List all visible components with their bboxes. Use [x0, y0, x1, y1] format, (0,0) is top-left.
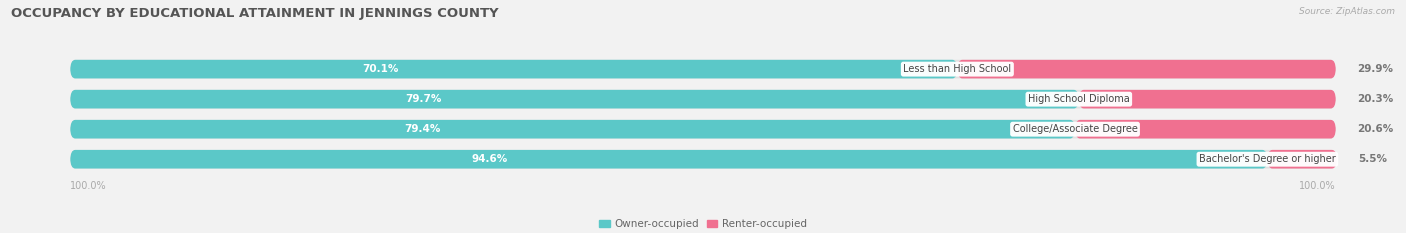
Text: OCCUPANCY BY EDUCATIONAL ATTAINMENT IN JENNINGS COUNTY: OCCUPANCY BY EDUCATIONAL ATTAINMENT IN J…: [11, 7, 499, 20]
Text: 79.7%: 79.7%: [405, 94, 441, 104]
FancyBboxPatch shape: [70, 90, 1336, 109]
Text: 79.4%: 79.4%: [404, 124, 440, 134]
FancyBboxPatch shape: [1267, 150, 1337, 168]
FancyBboxPatch shape: [70, 120, 1076, 138]
Text: 94.6%: 94.6%: [471, 154, 508, 164]
Text: 20.3%: 20.3%: [1357, 94, 1393, 104]
FancyBboxPatch shape: [70, 150, 1267, 168]
Text: High School Diploma: High School Diploma: [1028, 94, 1129, 104]
Text: 20.6%: 20.6%: [1357, 124, 1393, 134]
FancyBboxPatch shape: [70, 90, 1078, 109]
Text: 5.5%: 5.5%: [1358, 154, 1388, 164]
Text: 29.9%: 29.9%: [1357, 64, 1393, 74]
Legend: Owner-occupied, Renter-occupied: Owner-occupied, Renter-occupied: [595, 215, 811, 233]
FancyBboxPatch shape: [70, 60, 957, 79]
Text: 100.0%: 100.0%: [70, 181, 107, 191]
Text: 70.1%: 70.1%: [363, 64, 399, 74]
Text: Bachelor's Degree or higher: Bachelor's Degree or higher: [1199, 154, 1336, 164]
FancyBboxPatch shape: [957, 60, 1336, 79]
Text: Source: ZipAtlas.com: Source: ZipAtlas.com: [1299, 7, 1395, 16]
Text: College/Associate Degree: College/Associate Degree: [1012, 124, 1137, 134]
FancyBboxPatch shape: [70, 60, 1336, 79]
FancyBboxPatch shape: [1076, 120, 1336, 138]
Text: Less than High School: Less than High School: [903, 64, 1011, 74]
FancyBboxPatch shape: [70, 120, 1336, 138]
Text: 100.0%: 100.0%: [1299, 181, 1336, 191]
FancyBboxPatch shape: [1078, 90, 1336, 109]
FancyBboxPatch shape: [70, 150, 1336, 168]
